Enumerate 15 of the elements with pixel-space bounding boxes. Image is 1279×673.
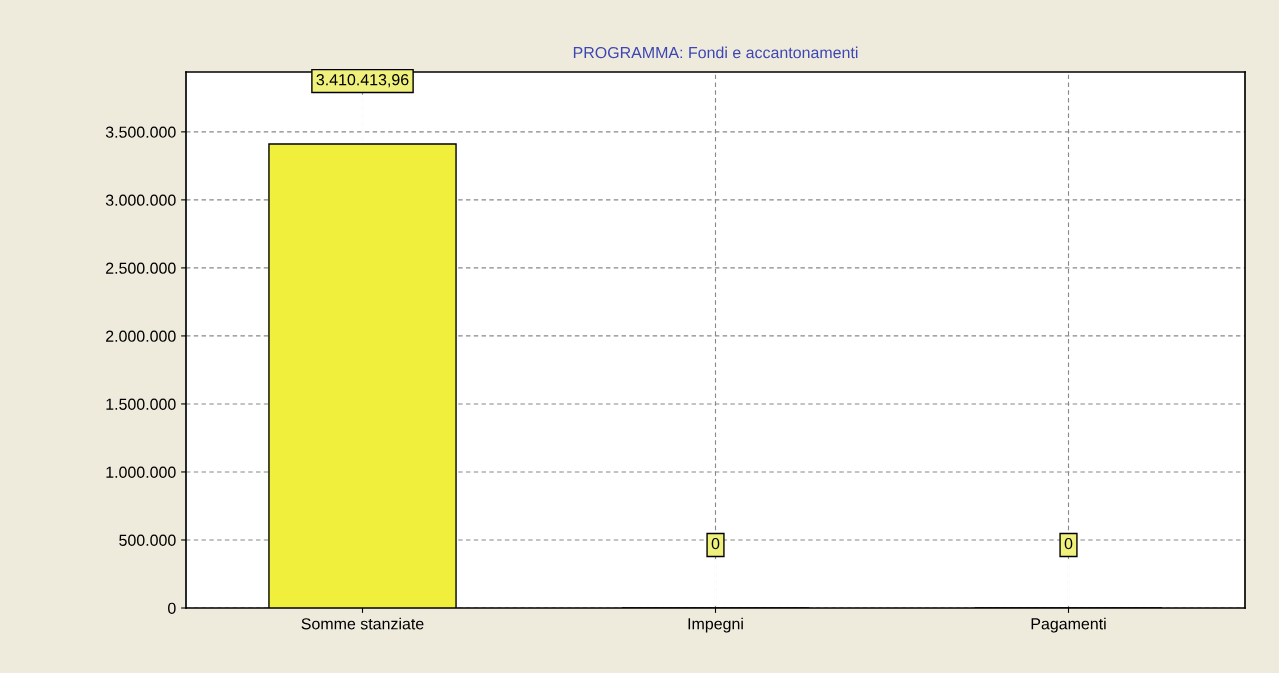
y-tick-label: 500.000 [119,534,176,546]
y-tick-label: 3.000.000 [105,194,176,206]
data-label: 3.410.413,96 [316,74,409,88]
data-label: 0 [711,537,720,550]
data-label: 0 [1064,537,1073,550]
y-tick-label: 2.500.000 [106,262,176,274]
y-tick-label: 2.000.000 [106,330,176,342]
chart-title: PROGRAMMA: Fondi e accantonamenti [573,46,858,59]
x-tick-label: Impegni [688,617,743,633]
y-tick-label: 1.500.000 [106,398,176,410]
x-tick-label: Somme stanziate [301,617,424,630]
y-tick-label: 0 [168,602,176,614]
x-tick-label: Pagamenti [1031,617,1106,633]
y-tick-label: 1.000.000 [106,466,176,478]
y-tick-label: 3.500.000 [105,126,176,138]
